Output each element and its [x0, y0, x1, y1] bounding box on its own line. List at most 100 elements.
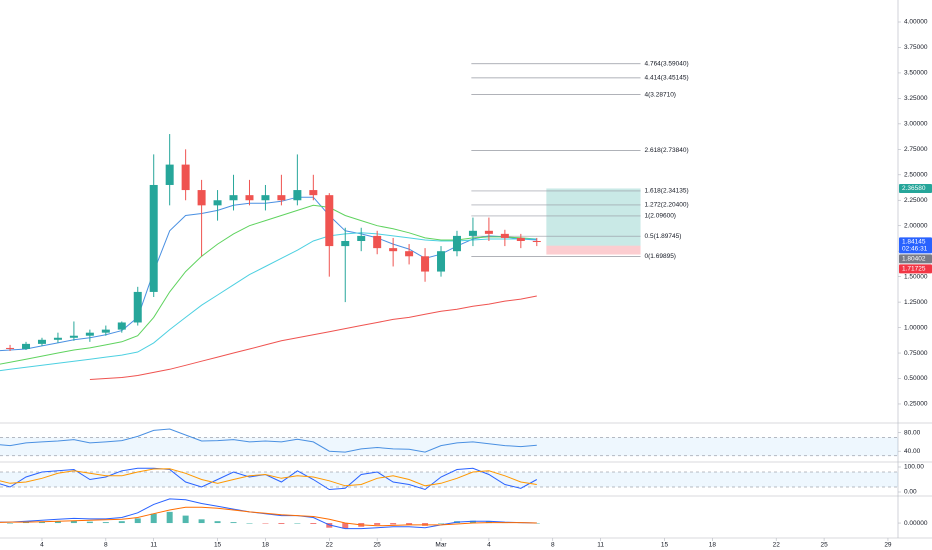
histogram-bar: [262, 523, 269, 524]
fib-label: 2.618(2.73840): [645, 147, 689, 154]
histogram-bar: [70, 520, 77, 524]
candle-body: [133, 291, 142, 323]
candle-body: [261, 195, 270, 201]
profit-zone: [546, 188, 641, 246]
histogram-bar: [438, 523, 445, 524]
y-tick-label: 0.75000: [904, 350, 928, 357]
histogram-bar: [198, 519, 205, 524]
price-tag: [899, 264, 932, 274]
x-tick-label: 15: [214, 542, 222, 549]
price-tag-label: 1.80402: [902, 256, 926, 263]
histogram-bar: [310, 523, 317, 524]
candle-body: [373, 235, 382, 249]
y-tick-label: 1.50000: [904, 273, 928, 280]
fib-label: 1(2.09600): [645, 213, 676, 220]
fib-label: 0(1.69895): [645, 253, 676, 260]
candle-body: [245, 195, 254, 201]
x-tick-label: 11: [597, 542, 604, 549]
y-tick-label: 2.75000: [904, 146, 928, 153]
y-tick-label: 3.50000: [904, 70, 928, 77]
histogram-bar: [246, 523, 253, 524]
x-tick-label: Mar: [435, 542, 447, 549]
y-tick-label: 100.00: [904, 464, 924, 471]
histogram-bar: [86, 521, 93, 524]
candle-body: [53, 337, 62, 340]
candle-body: [421, 256, 430, 272]
price-tag: [899, 237, 932, 254]
histogram-bar: [374, 523, 381, 525]
price-tag-countdown: 02:46:31: [902, 246, 928, 253]
candle-body: [516, 237, 525, 241]
x-tick-label: 25: [820, 542, 828, 549]
candle-body: [500, 233, 509, 238]
histogram-bar: [7, 523, 14, 524]
histogram-bar: [390, 523, 397, 525]
candle-body: [22, 343, 31, 349]
fib-label: 4(3.28710): [645, 91, 676, 98]
candle-body: [69, 335, 78, 338]
y-tick-label: 1.25000: [904, 299, 928, 306]
histogram-bar: [294, 523, 301, 524]
histogram-bar: [134, 518, 141, 524]
histogram-bar: [342, 523, 349, 529]
y-tick-label: 1.00000: [904, 324, 928, 331]
y-tick-label: 4.00000: [904, 19, 928, 26]
histogram-bar: [214, 521, 221, 524]
candle-body: [468, 230, 477, 236]
price-tag: [899, 254, 932, 264]
x-tick-label: 25: [374, 542, 382, 549]
histogram-bar: [38, 521, 45, 524]
candle-body: [389, 248, 398, 252]
candle-body: [277, 195, 286, 201]
candle-body: [293, 190, 302, 201]
candle-body: [532, 240, 541, 243]
y-tick-label: 2.00000: [904, 222, 928, 229]
y-tick-label: 0.00: [904, 489, 917, 496]
candle-body: [181, 164, 190, 191]
x-tick-label: 4: [487, 542, 491, 549]
candle-body: [117, 322, 126, 330]
candle-body: [341, 240, 350, 247]
candle-body: [484, 230, 493, 234]
x-tick-label: 18: [709, 542, 717, 549]
histogram-bar: [166, 511, 173, 524]
histogram-bar: [182, 515, 189, 524]
candle-body: [452, 235, 461, 252]
histogram-bar: [102, 522, 109, 524]
y-tick-label: 40.00: [904, 448, 921, 455]
fib-label: 1.618(2.34135): [645, 188, 689, 195]
x-tick-label: 15: [661, 542, 669, 549]
price-tag-label: 1.71725: [902, 266, 926, 273]
x-tick-label: 8: [104, 542, 108, 549]
fib-label: 4.764(3.59040): [645, 60, 689, 67]
fib-label: 1.272(2.20400): [645, 202, 689, 209]
y-tick-label: 2.50000: [904, 172, 928, 179]
candle-body: [165, 164, 174, 185]
y-tick-label: 0.25000: [904, 401, 928, 408]
candle-body: [357, 235, 366, 241]
histogram-bar: [230, 522, 237, 524]
indicator-line: [89, 295, 537, 380]
indicator-line: [0, 468, 537, 487]
histogram-bar: [406, 523, 413, 525]
x-tick-label: 8: [551, 542, 555, 549]
candle-body: [405, 251, 414, 257]
fib-label: 4.414(3.45145): [645, 75, 689, 82]
candle-body: [6, 347, 15, 349]
candle-body: [37, 339, 46, 344]
price-tag-label: 2.36580: [902, 185, 926, 192]
candle-body: [437, 251, 446, 272]
candle-body: [101, 329, 110, 333]
candle-body: [149, 184, 158, 292]
candle-body: [325, 195, 334, 247]
loss-zone: [546, 245, 641, 255]
candle-body: [85, 332, 94, 336]
y-tick-label: 80.00: [904, 429, 921, 436]
indicator-line: [0, 428, 537, 453]
fib-label: 0.5(1.89745): [645, 233, 682, 240]
candle-body: [197, 190, 206, 206]
histogram-bar: [54, 521, 61, 524]
price-tag: [899, 183, 932, 193]
